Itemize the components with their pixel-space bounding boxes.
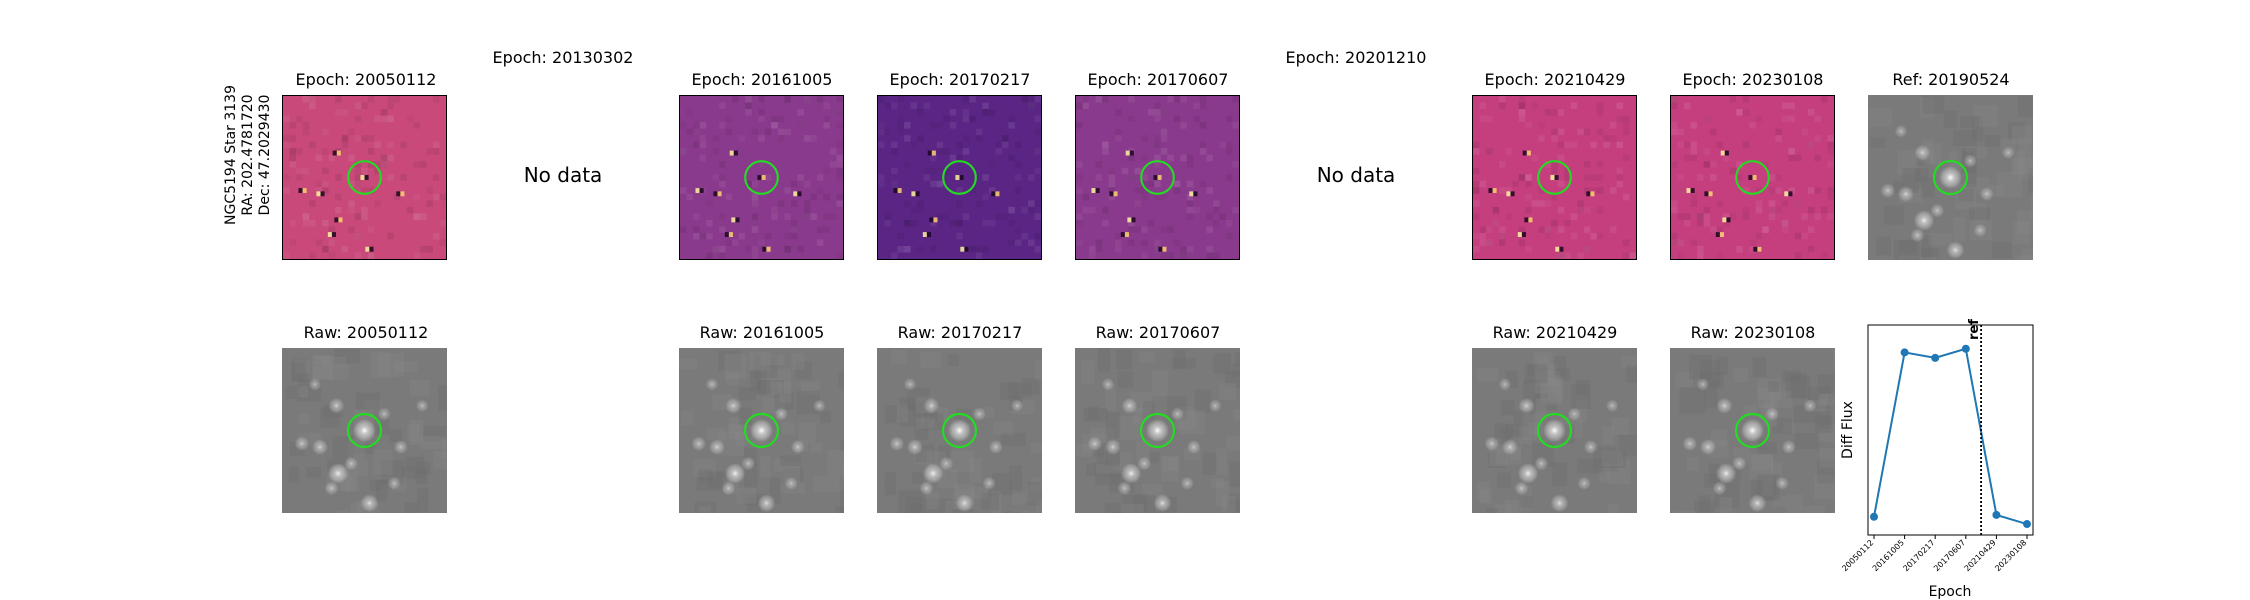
raw-title-6: Raw: 20230108: [1690, 323, 1816, 342]
x-tick-label-20210429: 20210429: [1963, 538, 1998, 573]
diff-title-2: Epoch: 20130302: [492, 48, 634, 67]
no-data-label-20201210: No data: [1316, 163, 1396, 187]
image-canvas: [282, 348, 447, 513]
raw-image-20230108: [1670, 348, 1835, 513]
light-curve-series-line: [1873, 347, 2028, 526]
x-tick-label-20050112: 20050112: [1840, 538, 1875, 573]
star-name: NGC5194 Star 3139: [223, 85, 239, 225]
target-circle: [743, 412, 780, 449]
star-ra: RA: 202.4781720: [240, 94, 256, 216]
image-canvas: [1075, 348, 1240, 513]
raw-title-2: Raw: 20161005: [699, 323, 825, 342]
diff-title-3: Epoch: 20161005: [691, 70, 833, 89]
x-axis-label: Epoch: [1929, 584, 1972, 600]
target-circle: [347, 160, 382, 195]
light-curve-point-20170607: [1961, 344, 1970, 353]
light-curve-point-20161005: [1900, 348, 1909, 357]
x-tick-label-20170607: 20170607: [1932, 538, 1967, 573]
image-canvas: [877, 348, 1042, 513]
target-circle: [346, 412, 383, 449]
diff-title-1: Epoch: 20050112: [295, 70, 437, 89]
image-canvas: [1670, 348, 1835, 513]
target-circle: [1140, 160, 1175, 195]
target-circle: [1536, 412, 1573, 449]
ref-image: [1868, 95, 2033, 260]
target-circle: [1537, 160, 1572, 195]
target-circle: [941, 412, 978, 449]
diff-image-20170607: [1075, 95, 1240, 260]
diff-title-8: Epoch: 20230108: [1682, 70, 1824, 89]
diff-image-20050112: [282, 95, 447, 260]
x-tick-label-20230108: 20230108: [1993, 538, 2028, 573]
image-canvas: [1473, 96, 1636, 259]
target-circle: [1139, 412, 1176, 449]
diff-image-20210429: [1472, 95, 1637, 260]
raw-title-5: Raw: 20210429: [1492, 323, 1618, 342]
light-curve-chart: Diff Flux Epoch 200501122016100520170217…: [1840, 319, 2034, 600]
diff-title-7: Epoch: 20210429: [1484, 70, 1626, 89]
image-canvas: [283, 96, 446, 259]
diff-title-5: Epoch: 20170607: [1087, 70, 1229, 89]
diff-title-6: Epoch: 20201210: [1285, 48, 1427, 67]
target-circle: [942, 160, 977, 195]
light-curve-axes-frame: [1867, 324, 2034, 536]
diff-image-20230108: [1670, 95, 1835, 260]
diff-title-4: Epoch: 20170217: [889, 70, 1031, 89]
star-info-label: NGC5194 Star 3139 RA: 202.4781720 Dec: 4…: [223, 85, 274, 225]
y-axis-label: Diff Flux: [1840, 401, 1856, 459]
light-curve-point-20210429: [1992, 510, 2001, 519]
light-curve-point-20230108: [2023, 520, 2031, 529]
light-curve-point-20170217: [1931, 353, 1940, 362]
raw-image-20161005: [679, 348, 844, 513]
image-canvas: [679, 348, 844, 513]
raw-image-20050112: [282, 348, 447, 513]
ref-title: Ref: 20190524: [1892, 70, 2010, 89]
raw-title-4: Raw: 20170607: [1095, 323, 1221, 342]
image-canvas: [1671, 96, 1834, 259]
target-circle: [744, 160, 779, 195]
image-canvas: [1076, 96, 1239, 259]
diff-image-20161005: [679, 95, 844, 260]
raw-image-20170217: [877, 348, 1042, 513]
target-circle: [1932, 159, 1969, 196]
target-circle: [1734, 412, 1771, 449]
raw-image-20210429: [1472, 348, 1637, 513]
light-curve-point-20050112: [1870, 512, 1878, 521]
x-tick-label-20161005: 20161005: [1871, 538, 1906, 573]
ref-line-label: ref: [1967, 319, 1982, 340]
star-dec: Dec: 47.2029430: [257, 94, 273, 216]
target-circle: [1735, 160, 1770, 195]
image-canvas: [680, 96, 843, 259]
no-data-label-20130302: No data: [523, 163, 603, 187]
diff-image-20170217: [877, 95, 1042, 260]
raw-image-20170607: [1075, 348, 1240, 513]
x-tick-label-20170217: 20170217: [1901, 538, 1936, 573]
image-canvas: [878, 96, 1041, 259]
image-canvas: [1868, 95, 2033, 260]
raw-title-3: Raw: 20170217: [897, 323, 1023, 342]
raw-title-1: Raw: 20050112: [303, 323, 429, 342]
image-canvas: [1472, 348, 1637, 513]
